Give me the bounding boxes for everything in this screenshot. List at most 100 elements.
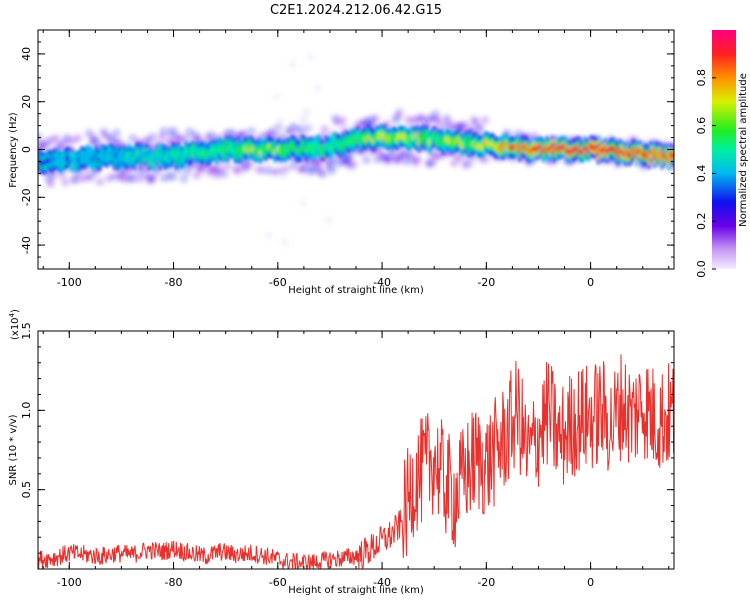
spectrogram-halo-cell — [409, 155, 416, 162]
spectrogram-halo-cell — [321, 126, 328, 133]
spectrogram-halo-cell — [49, 172, 56, 179]
spectrogram-halo-cell — [53, 135, 60, 142]
spectrogram-y-ticks: -40 -20 0 20 40 — [20, 29, 674, 270]
spectrogram-halo-cell — [177, 135, 184, 142]
spectrogram-halo-cell — [129, 135, 136, 142]
spectrogram-halo-cell — [170, 173, 177, 180]
colorbar-tick-label: 0.6 — [695, 117, 708, 135]
spectrogram-halo-cell — [299, 127, 306, 134]
spectrogram-halo-cell — [193, 172, 200, 179]
spectrogram-halo-cell — [230, 131, 237, 138]
spectrogram-halo-cell — [290, 162, 297, 169]
spectrogram-halo-cell — [107, 134, 114, 141]
spectrogram-noise-cell — [289, 62, 295, 67]
spectrogram-halo-cell — [277, 168, 284, 175]
spectrogram-halo-cell — [429, 158, 436, 165]
spectrogram-noise-cell — [302, 117, 308, 122]
snr-y-axis-title: SNR (10 * v/v) — [8, 414, 19, 485]
spectrogram-halo-cell — [190, 161, 197, 168]
spectrogram-y-tick-label: 0 — [20, 146, 33, 153]
spectrogram-noise-cell — [266, 163, 272, 168]
spectrogram-noise-cell — [326, 218, 332, 223]
snr-x-tick-label: -60 — [269, 576, 287, 589]
spectrogram-halo-cell — [137, 175, 144, 182]
spectrogram-halo-cell — [472, 119, 479, 126]
spectrogram-halo-cell — [443, 115, 450, 122]
snr-x-tick-label: -100 — [57, 576, 82, 589]
spectrogram-noise-cell — [304, 109, 310, 114]
spectrogram-halo-cell — [211, 166, 218, 173]
spectrogram-x-tick-label: -60 — [269, 276, 287, 289]
snr-x-tick-label: -40 — [373, 576, 391, 589]
spectrogram-noise-cell — [314, 86, 320, 91]
spectrogram-halo-cell — [86, 130, 93, 137]
spectrogram-halo-cell — [482, 156, 489, 163]
spectrogram-halo-cell — [461, 121, 468, 128]
snr-x-axis-title: Height of straight line (km) — [288, 585, 424, 596]
spectrogram-halo-cell — [432, 111, 439, 118]
spectrogram-halo-cell — [385, 158, 392, 165]
spectrogram-y-axis-title: Frequency (Hz) — [8, 112, 19, 188]
spectrogram-halo-cell — [160, 174, 167, 181]
spectrogram-noise-cell — [282, 240, 288, 245]
colorbar-label: Normalized spectral amplitude — [738, 73, 749, 227]
spectrogram-halo-cell — [217, 166, 224, 173]
spectrogram-halo-cell — [113, 129, 120, 136]
spectrogram-halo-cell — [396, 109, 403, 116]
spectrogram-halo-cell — [405, 116, 412, 123]
spectrogram-halo-cell — [160, 128, 167, 135]
spectrogram-halo-cell — [301, 165, 308, 172]
spectrogram-noise-cell — [275, 130, 281, 135]
spectrogram-halo-cell — [149, 174, 156, 181]
spectrogram-x-tick-label: 0 — [587, 276, 594, 289]
spectrogram-y-tick-label: 20 — [20, 95, 33, 109]
snr-line — [38, 354, 674, 569]
spectrogram-noise-cell — [307, 54, 313, 59]
spectrogram-halo-cell — [270, 127, 277, 134]
spectrogram-halo-cell — [414, 156, 421, 163]
spectrogram-halo-cell — [387, 153, 394, 160]
spectrogram-halo-cell — [47, 136, 54, 143]
spectrogram-x-axis-title: Height of straight line (km) — [288, 285, 424, 296]
spectrogram-halo-cell — [182, 136, 189, 143]
spectrogram-halo-cell — [374, 156, 381, 163]
spectrogram-halo-cell — [47, 180, 54, 187]
spectrogram-halo-cell — [328, 167, 335, 174]
spectrogram-halo-cell — [290, 123, 297, 130]
spectrogram-halo-cell — [129, 175, 136, 182]
snr-panel: -100 -80 -60 -40 -20 0 0.5 1.0 1.5 Height of st… — [8, 309, 675, 596]
snr-y-tick-label: 1.0 — [20, 402, 33, 420]
spectrogram-halo-cell — [275, 123, 282, 130]
spectrogram-halo-cell — [255, 166, 262, 173]
spectrogram-halo-cell — [221, 170, 228, 177]
spectrogram-halo-cell — [64, 134, 71, 141]
colorbar-tick-label: 0.4 — [695, 165, 708, 183]
snr-x-tick-label: 0 — [587, 576, 594, 589]
spectrogram-halo-cell — [283, 166, 290, 173]
spectrogram-halo-cell — [58, 171, 65, 178]
spectrogram-panel: -100 -80 -60 -40 -20 0 -40 -20 0 20 40 Height of … — [8, 29, 675, 296]
spectrogram-halo-cell — [120, 169, 127, 176]
spectrogram-halo-cell — [403, 158, 410, 165]
spectrogram-halo-cell — [315, 163, 322, 170]
spectrogram-halo-cell — [419, 117, 426, 124]
colorbar-gradient — [712, 30, 736, 269]
spectrogram-halo-cell — [195, 135, 202, 142]
spectrogram-halo-cell — [106, 175, 113, 182]
spectrogram-halo-cell — [159, 133, 166, 140]
spectrogram-halo-cell — [78, 175, 85, 182]
spectrogram-halo-cell — [407, 150, 414, 157]
spectrogram-halo-cell — [246, 162, 253, 169]
spectrogram-halo-cell — [514, 130, 521, 137]
spectrogram-halo-cell — [465, 161, 472, 168]
snr-x-tick-label: -20 — [477, 576, 495, 589]
spectrogram-noise-cell — [274, 94, 280, 99]
spectrogram-halo-cell — [97, 178, 104, 185]
spectrogram-halo-cell — [102, 132, 109, 139]
spectrogram-halo-cell — [180, 175, 187, 182]
spectrogram-x-tick-label: -20 — [477, 276, 495, 289]
snr-y-tick-label: 0.5 — [20, 481, 33, 499]
spectrogram-halo-cell — [38, 133, 41, 140]
spectrogram-halo-cell — [372, 115, 379, 122]
spectrogram-halo-cell — [336, 160, 343, 167]
